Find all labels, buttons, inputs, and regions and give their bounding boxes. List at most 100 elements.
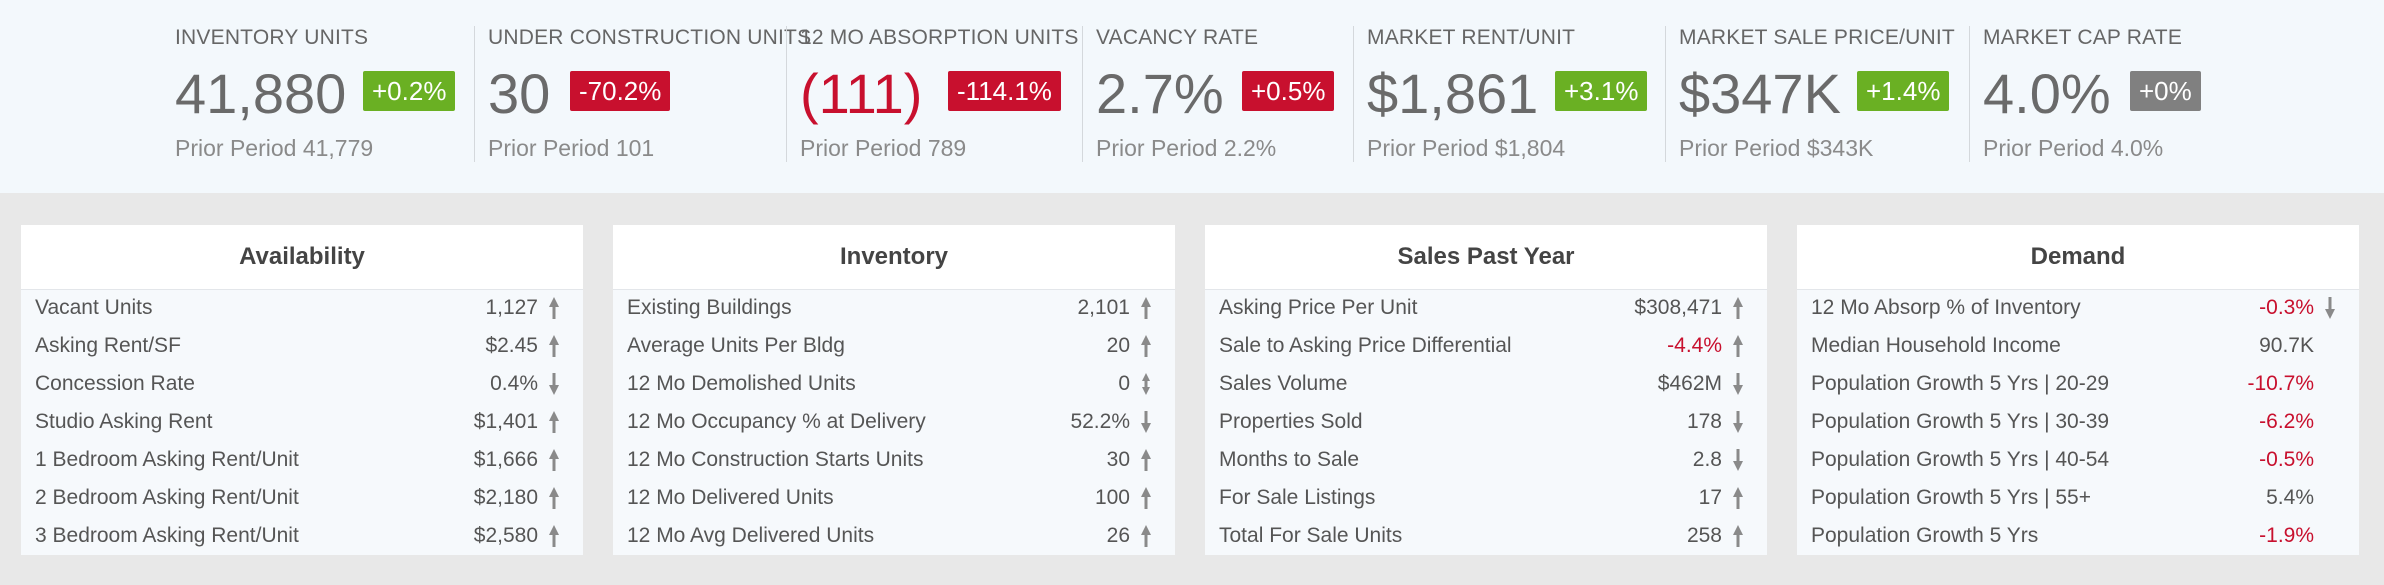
metric-label: 3 Bedroom Asking Rent/Unit	[35, 524, 299, 547]
kpi-label: 12 MO ABSORPTION UNITS	[800, 26, 1079, 49]
kpi-divider	[474, 26, 475, 162]
metric-row[interactable]: 2 Bedroom Asking Rent/Unit $2,180	[21, 479, 583, 517]
metric-value: -0.5%	[2259, 448, 2314, 471]
metric-row[interactable]: Population Growth 5 Yrs | 40-54 -0.5%	[1797, 441, 2359, 479]
metric-label: Asking Rent/SF	[35, 334, 181, 357]
kpi-under-construction-units[interactable]: UNDER CONSTRUCTION UNITS 30 -70.2% Prior…	[488, 26, 811, 166]
metric-value: $1,666	[473, 448, 538, 471]
card-title: Demand	[1797, 225, 2359, 290]
metric-label: Population Growth 5 Yrs | 30-39	[1811, 410, 2110, 433]
metric-row[interactable]: 12 Mo Construction Starts Units 30	[613, 441, 1175, 479]
metric-value: 20	[1106, 334, 1130, 357]
kpi-market-cap-rate[interactable]: MARKET CAP RATE 4.0% +0% Prior Period 4.…	[1983, 26, 2243, 166]
card-title: Availability	[21, 225, 583, 290]
metric-row[interactable]: Median Household Income 90.7K	[1797, 327, 2359, 365]
metric-row[interactable]: Population Growth 5 Yrs -1.9%	[1797, 517, 2359, 555]
metric-row[interactable]: 12 Mo Demolished Units 0	[613, 365, 1175, 403]
metric-row[interactable]: Asking Rent/SF $2.45	[21, 327, 583, 365]
kpi-prior-period: Prior Period 101	[488, 135, 655, 161]
metric-value: -10.7%	[2247, 372, 2314, 395]
metric-label: For Sale Listings	[1219, 486, 1376, 509]
arrow-down-icon	[1733, 449, 1743, 471]
metric-value: $308,471	[1634, 296, 1722, 319]
metric-row[interactable]: For Sale Listings 17	[1205, 479, 1767, 517]
kpi-summary-bar: INVENTORY UNITS 41,880 +0.2% Prior Perio…	[0, 0, 2384, 193]
kpi-divider	[1665, 26, 1666, 162]
card-inventory: Inventory Existing Buildings 2,101 Average …	[613, 225, 1175, 555]
kpi-change-badge: +0.2%	[363, 71, 456, 111]
metric-row[interactable]: Average Units Per Bldg 20	[613, 327, 1175, 365]
metric-row[interactable]: Properties Sold 178	[1205, 403, 1767, 441]
kpi-change-badge: +0.5%	[1242, 71, 1335, 111]
arrow-down-icon	[1733, 373, 1743, 395]
arrow-up-icon	[549, 411, 559, 433]
kpi-divider	[1353, 26, 1354, 162]
arrow-up-icon	[1141, 449, 1151, 471]
metric-label: Population Growth 5 Yrs | 40-54	[1811, 448, 2110, 471]
kpi-label: MARKET RENT/UNIT	[1367, 26, 1576, 49]
arrow-up-icon	[1733, 525, 1743, 547]
metric-label: Median Household Income	[1811, 334, 2061, 357]
metric-row[interactable]: 3 Bedroom Asking Rent/Unit $2,580	[21, 517, 583, 555]
metric-label: Studio Asking Rent	[35, 410, 213, 433]
metric-value: -4.4%	[1667, 334, 1722, 357]
kpi-prior-period: Prior Period 4.0%	[1983, 135, 2164, 161]
kpi-inventory-units[interactable]: INVENTORY UNITS 41,880 +0.2% Prior Perio…	[175, 26, 465, 166]
metric-label: 12 Mo Absorp % of Inventory	[1811, 296, 2081, 319]
metric-row[interactable]: 12 Mo Occupancy % at Delivery 52.2%	[613, 403, 1175, 441]
metric-row[interactable]: Population Growth 5 Yrs | 20-29 -10.7%	[1797, 365, 2359, 403]
metric-value: $462M	[1657, 372, 1722, 395]
metric-value: 5.4%	[2266, 486, 2314, 509]
kpi-change-badge: +0%	[2130, 71, 2201, 111]
metric-row[interactable]: Months to Sale 2.8	[1205, 441, 1767, 479]
kpi-value: $1,861	[1367, 62, 1539, 125]
card-sales-past-year: Sales Past Year Asking Price Per Unit $308…	[1205, 225, 1767, 555]
metric-value: $2,180	[473, 486, 538, 509]
kpi-market-rent-unit[interactable]: MARKET RENT/UNIT $1,861 +3.1% Prior Peri…	[1367, 26, 1657, 166]
metric-row[interactable]: 12 Mo Delivered Units 100	[613, 479, 1175, 517]
metric-row[interactable]: Asking Price Per Unit $308,471	[1205, 289, 1767, 327]
arrow-updown-icon	[1142, 373, 1150, 395]
metric-row[interactable]: Concession Rate 0.4%	[21, 365, 583, 403]
kpi-label: INVENTORY UNITS	[175, 26, 369, 49]
card-availability: Availability Vacant Units 1,127 Asking Rent…	[21, 225, 583, 555]
metric-row[interactable]: 12 Mo Absorp % of Inventory -0.3%	[1797, 289, 2359, 327]
metric-row[interactable]: Studio Asking Rent $1,401	[21, 403, 583, 441]
arrow-down-icon	[1733, 411, 1743, 433]
kpi-change-badge: +1.4%	[1857, 71, 1950, 111]
arrow-down-icon	[2325, 297, 2335, 319]
metric-label: Sales Volume	[1219, 372, 1348, 395]
kpi-label: MARKET SALE PRICE/UNIT	[1679, 26, 1955, 49]
metric-label: Properties Sold	[1219, 410, 1363, 433]
metric-value: 2.8	[1692, 448, 1722, 471]
kpi-market-sale-price-unit[interactable]: MARKET SALE PRICE/UNIT $347K +1.4% Prior…	[1679, 26, 1969, 166]
metric-row[interactable]: Sales Volume $462M	[1205, 365, 1767, 403]
arrow-up-icon	[1733, 297, 1743, 319]
metric-row[interactable]: Vacant Units 1,127	[21, 289, 583, 327]
arrow-up-icon	[549, 297, 559, 319]
metric-row[interactable]: Population Growth 5 Yrs | 30-39 -6.2%	[1797, 403, 2359, 441]
metric-row[interactable]: 1 Bedroom Asking Rent/Unit $1,666	[21, 441, 583, 479]
metric-value: $1,401	[473, 410, 538, 433]
metric-row[interactable]: 12 Mo Avg Delivered Units 26	[613, 517, 1175, 555]
metric-value: 26	[1106, 524, 1130, 547]
arrow-up-icon	[1733, 335, 1743, 357]
kpi-absorption-units[interactable]: 12 MO ABSORPTION UNITS (111) -114.1% Pri…	[800, 26, 1080, 166]
kpi-change-badge: -70.2%	[570, 71, 671, 111]
metric-row[interactable]: Population Growth 5 Yrs | 55+ 5.4%	[1797, 479, 2359, 517]
kpi-prior-period: Prior Period 41,779	[175, 135, 374, 161]
metric-row[interactable]: Sale to Asking Price Differential -4.4%	[1205, 327, 1767, 365]
arrow-up-icon	[549, 449, 559, 471]
kpi-vacancy-rate[interactable]: VACANCY RATE 2.7% +0.5% Prior Period 2.2…	[1096, 26, 1346, 166]
metric-value: 90.7K	[2259, 334, 2314, 357]
metric-label: Population Growth 5 Yrs	[1811, 524, 2039, 547]
metric-row[interactable]: Existing Buildings 2,101	[613, 289, 1175, 327]
metric-row[interactable]: Total For Sale Units 258	[1205, 517, 1767, 555]
kpi-prior-period: Prior Period $1,804	[1367, 135, 1566, 161]
metric-value: 258	[1686, 524, 1722, 547]
kpi-label: UNDER CONSTRUCTION UNITS	[488, 26, 812, 49]
metric-label: Months to Sale	[1219, 448, 1360, 471]
metric-value: -0.3%	[2259, 296, 2314, 319]
arrow-down-icon	[549, 373, 559, 395]
metric-label: 12 Mo Demolished Units	[627, 372, 856, 395]
